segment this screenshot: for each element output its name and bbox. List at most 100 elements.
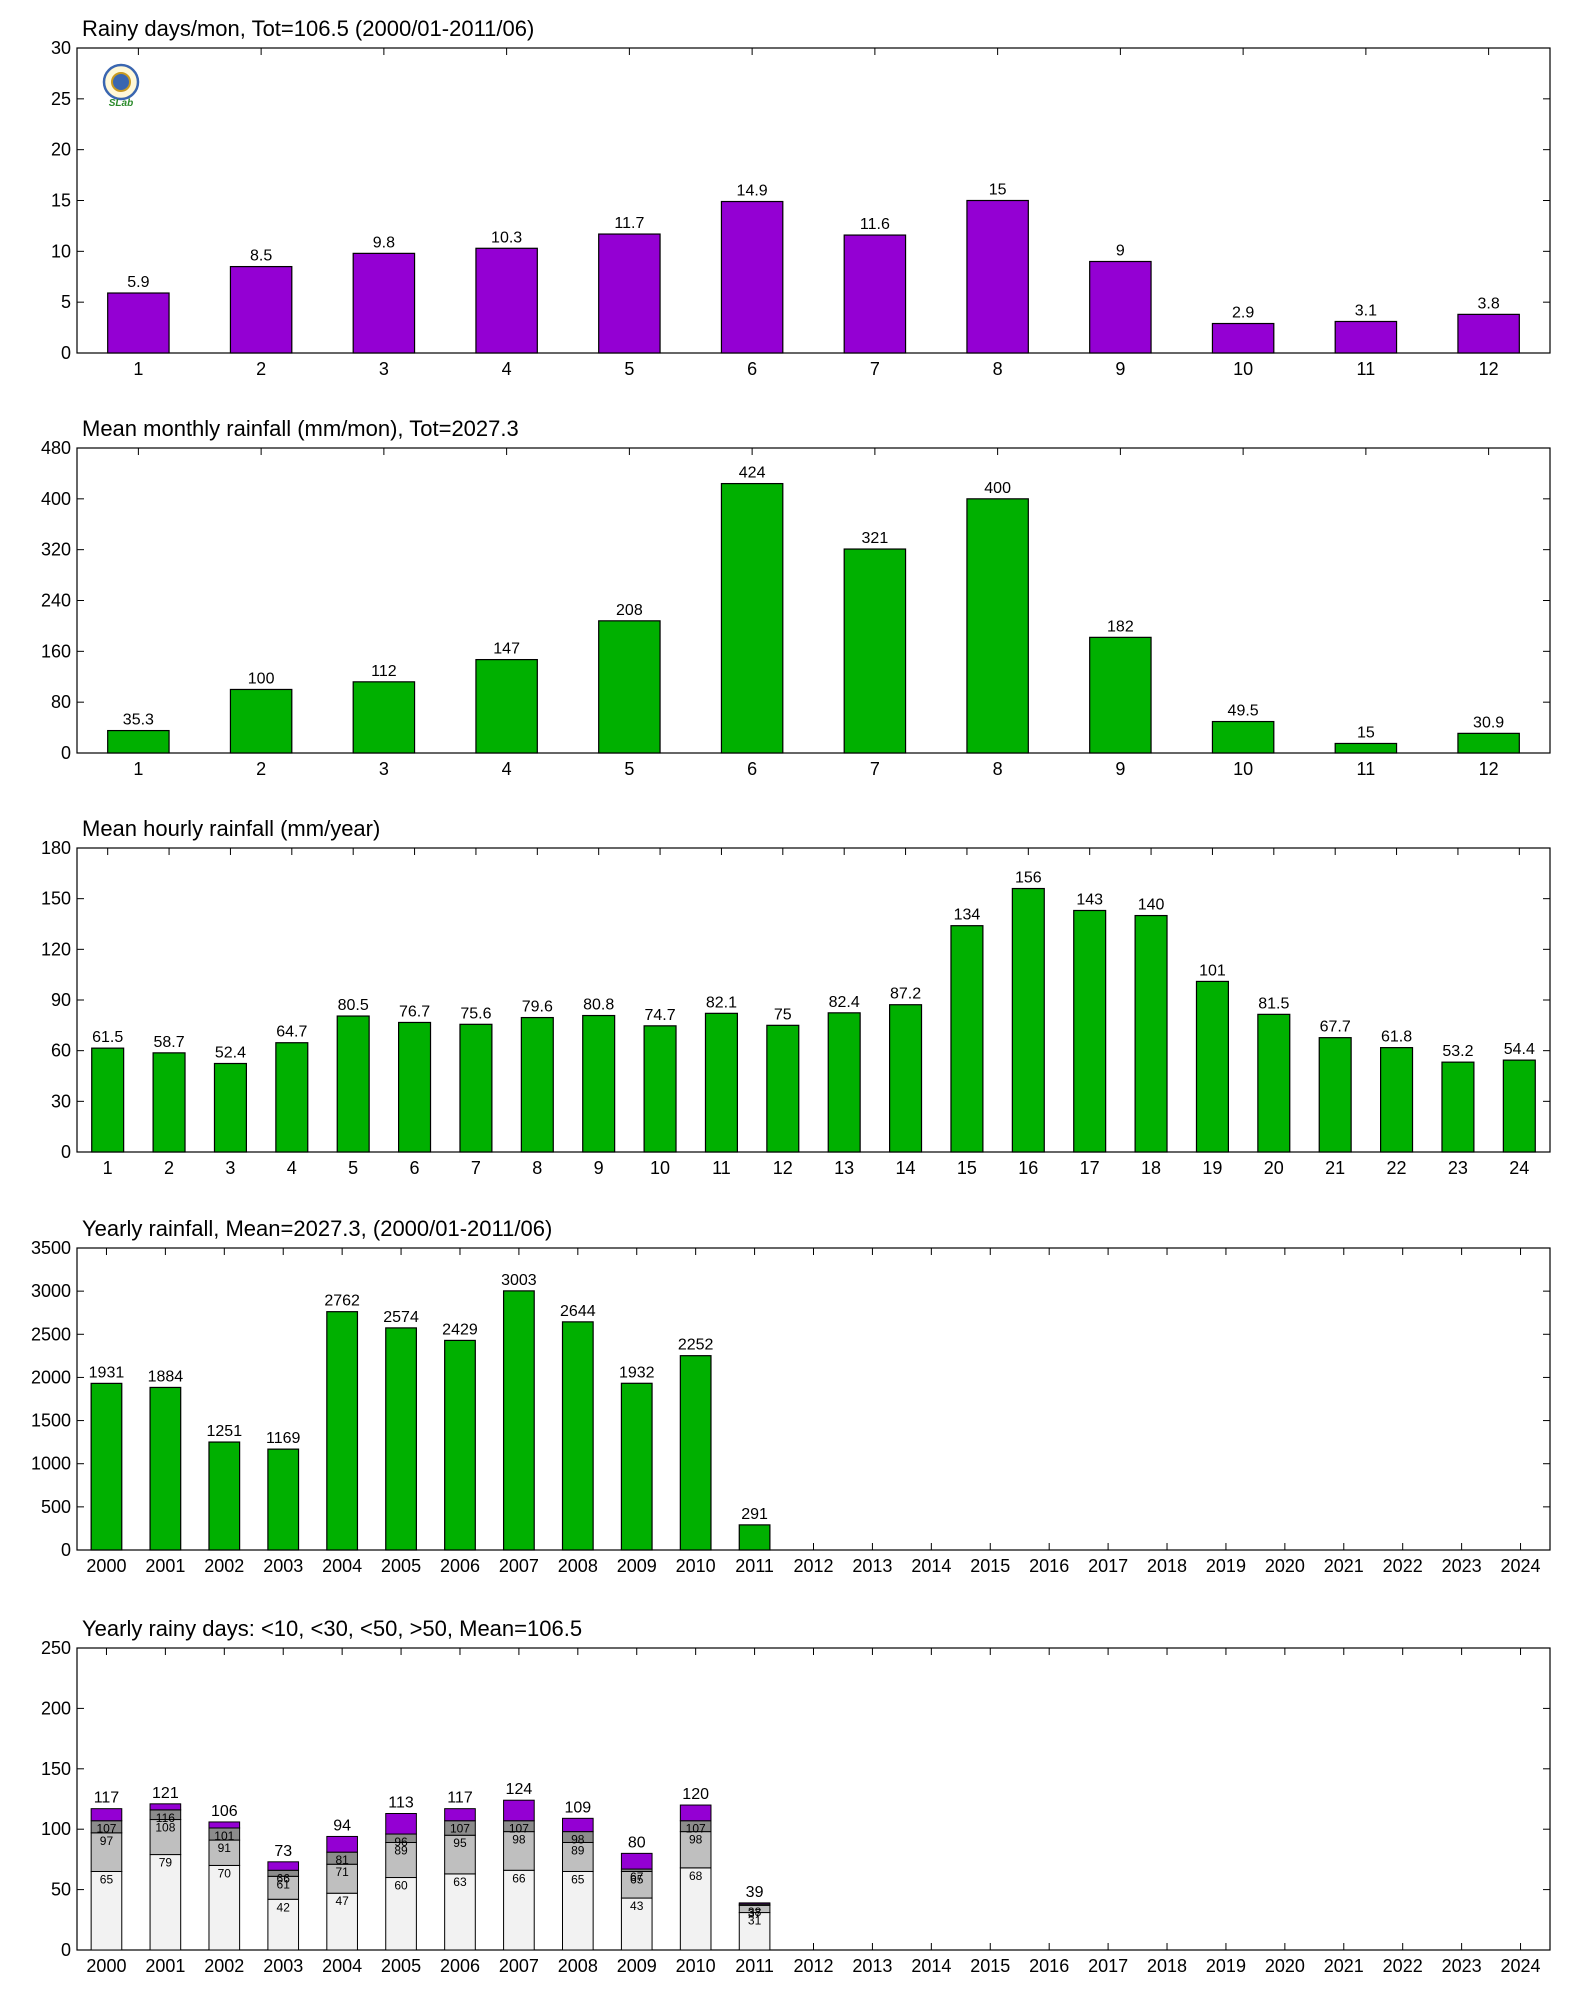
x-tick-label: 6 — [747, 359, 757, 379]
x-tick-label: 2006 — [440, 1556, 480, 1576]
x-tick-label: 2021 — [1324, 1556, 1364, 1576]
y-tick-label: 3000 — [31, 1281, 71, 1301]
data-label: 143 — [1076, 891, 1103, 908]
segment-label: 37 — [748, 1906, 762, 1920]
data-label: 2574 — [383, 1309, 419, 1326]
bar — [152, 1052, 186, 1153]
x-tick-label: 21 — [1325, 1158, 1345, 1178]
data-label: 291 — [741, 1506, 768, 1523]
bar — [275, 1042, 309, 1153]
data-label: 53.2 — [1442, 1043, 1473, 1060]
stacked-bar-segment — [503, 1869, 535, 1951]
bar — [889, 1004, 923, 1153]
segment-label: 38 — [748, 1905, 762, 1919]
x-tick-label: 2003 — [263, 1956, 303, 1976]
bar — [966, 498, 1029, 754]
y-tick-label: 60 — [51, 1041, 71, 1061]
x-tick-label: 9 — [1115, 359, 1125, 379]
x-tick-label: 2009 — [617, 1556, 657, 1576]
segment-label: 98 — [512, 1833, 526, 1847]
segment-label: 89 — [394, 1843, 408, 1857]
x-tick-label: 22 — [1387, 1158, 1407, 1178]
data-label: 2762 — [324, 1293, 360, 1310]
stacked-bar-segment — [620, 1897, 653, 1951]
stacked-bar-segment — [90, 1870, 123, 1951]
stacked-bar-segment — [208, 1864, 241, 1951]
y-tick-label: 240 — [41, 591, 71, 611]
data-label: 117 — [94, 1790, 120, 1807]
y-tick-label: 250 — [41, 1638, 71, 1658]
data-label: 35.3 — [123, 712, 154, 729]
x-tick-label: 11 — [712, 1158, 731, 1178]
bar — [1257, 1013, 1291, 1153]
data-label: 81.5 — [1258, 995, 1289, 1012]
x-tick-label: 3 — [225, 1158, 235, 1178]
x-tick-label: 2016 — [1029, 1556, 1069, 1576]
data-label: 400 — [984, 480, 1011, 497]
y-tick-label: 5 — [61, 292, 71, 312]
lab-logo: SLab — [102, 63, 140, 109]
bar — [1089, 260, 1152, 354]
segment-label: 66 — [277, 1871, 291, 1885]
segment-label: 98 — [689, 1833, 703, 1847]
x-tick-label: 2015 — [970, 1956, 1010, 1976]
x-tick-label: 2006 — [440, 1956, 480, 1976]
x-tick-label: 12 — [773, 1158, 793, 1178]
x-tick-label: 2020 — [1265, 1956, 1305, 1976]
segment-label: 65 — [100, 1872, 114, 1886]
x-tick-label: 2011 — [735, 1956, 774, 1976]
stacked-bar-segment — [326, 1863, 358, 1894]
bar — [90, 1382, 123, 1551]
bar — [398, 1021, 432, 1153]
y-tick-label: 160 — [41, 641, 71, 661]
data-label: 30.9 — [1473, 714, 1504, 731]
x-tick-label: 2009 — [617, 1956, 657, 1976]
stacked-bar-segment — [267, 1861, 300, 1871]
bar — [520, 1016, 554, 1153]
x-tick-label: 2004 — [322, 1956, 362, 1976]
x-tick-label: 7 — [870, 759, 880, 779]
x-tick-label: 2014 — [911, 1556, 951, 1576]
segment-label: 95 — [453, 1836, 467, 1850]
data-label: 9.8 — [373, 234, 395, 251]
bar — [720, 482, 784, 754]
x-tick-label: 2011 — [735, 1556, 774, 1576]
x-tick-label: 2001 — [145, 1956, 185, 1976]
bar — [1134, 914, 1168, 1153]
data-label: 10.3 — [491, 229, 522, 246]
bar — [561, 1321, 594, 1551]
x-tick-label: 2018 — [1147, 1956, 1187, 1976]
data-label: 11.6 — [860, 216, 890, 233]
x-tick-label: 3 — [379, 359, 389, 379]
bar — [843, 548, 907, 754]
stacked-bar-segment — [267, 1898, 300, 1951]
data-label: 2252 — [678, 1337, 714, 1354]
y-tick-label: 180 — [41, 838, 71, 858]
data-label: 101 — [1199, 962, 1226, 979]
x-tick-label: 2002 — [204, 1956, 244, 1976]
x-tick-label: 2017 — [1088, 1556, 1128, 1576]
x-tick-label: 24 — [1509, 1158, 1529, 1178]
x-tick-label: 2024 — [1501, 1956, 1541, 1976]
x-tick-label: 2021 — [1324, 1956, 1364, 1976]
bar — [1457, 732, 1520, 754]
bar — [475, 658, 538, 754]
segment-label: 107 — [509, 1822, 529, 1836]
chart-title: Mean hourly rainfall (mm/year) — [82, 816, 380, 841]
segment-label: 97 — [100, 1834, 114, 1848]
chart-panel-4: Yearly rainfall, Mean=2027.3, (2000/01-2… — [31, 1216, 1551, 1576]
bar — [229, 265, 293, 354]
bar — [679, 1355, 712, 1551]
bar — [966, 199, 1029, 354]
data-label: 424 — [739, 465, 766, 482]
bar — [720, 200, 784, 354]
y-tick-label: 500 — [41, 1497, 71, 1517]
data-label: 80 — [628, 1834, 646, 1851]
data-label: 79.6 — [522, 999, 553, 1016]
segment-label: 65 — [630, 1872, 644, 1886]
chart-panel-1: Rainy days/mon, Tot=106.5 (2000/01-2011/… — [51, 16, 1551, 379]
bar — [1334, 320, 1398, 354]
y-tick-label: 20 — [51, 140, 71, 160]
segment-label: 31 — [748, 1914, 762, 1928]
stacked-bar-segment — [620, 1852, 653, 1870]
